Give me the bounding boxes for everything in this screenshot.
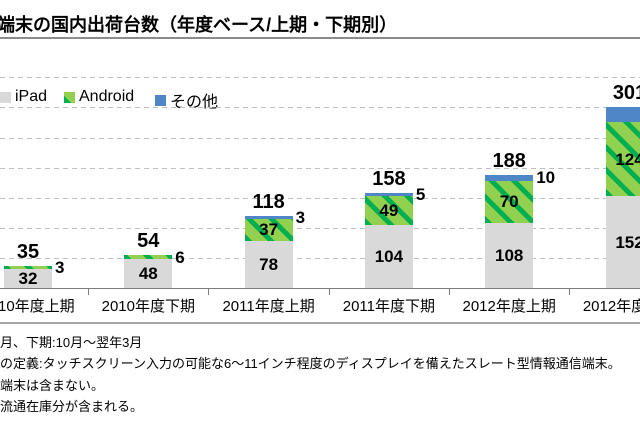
ipad-swatch-icon <box>0 91 11 103</box>
bar-segment-other <box>364 192 413 196</box>
x-axis-tick <box>328 289 330 295</box>
chart-bottom-divider <box>0 322 640 324</box>
gridline <box>0 77 640 79</box>
bar-segment-android <box>4 266 52 269</box>
bar-segment-android <box>605 121 640 197</box>
bar-segment-android-label: 49 <box>379 201 399 221</box>
legend-item-android: Android <box>64 88 134 106</box>
bar-segment-ipad <box>605 196 640 288</box>
x-axis-label: 2010年度下期 <box>101 298 195 315</box>
x-axis-tick <box>569 289 571 295</box>
bar-segment-ipad <box>244 241 293 288</box>
footnote-line: 月、下期:10月～翌年3月 <box>0 335 143 350</box>
total-label: 118 <box>252 191 285 214</box>
bar-segment-ipad <box>4 268 52 288</box>
x-axis-label: 2011年度下期 <box>342 298 436 315</box>
side-value-label: 3 <box>295 208 306 228</box>
bar-segment-other <box>485 174 534 181</box>
footnote-line: 端末は含まない。 <box>0 378 105 393</box>
total-label: 158 <box>372 167 406 190</box>
gridline <box>0 227 640 229</box>
total-label: 35 <box>16 241 40 264</box>
legend-item-other: その他 <box>155 88 218 112</box>
x-axis-line <box>0 288 640 289</box>
gridline <box>0 137 640 139</box>
x-axis-label: 2012年度下期 <box>582 298 640 315</box>
bar-segment-ipad <box>364 225 413 288</box>
bar-segment-other <box>244 216 293 219</box>
x-axis-tick <box>208 289 210 295</box>
footnote-line: の定義:タッチスクリーン入力の可能な6～11インチ程度のディスプレイを備えたスレ… <box>0 356 621 371</box>
total-label: 301 <box>612 81 640 104</box>
legend-item-ipad: iPad <box>0 88 47 106</box>
side-value-label: 10 <box>536 168 556 188</box>
x-axis-tick <box>449 289 451 295</box>
bar-segment-android-label: 37 <box>259 220 279 240</box>
x-axis-label: 2010年度上期 <box>0 298 75 315</box>
bar-segment-ipad-label: 48 <box>138 264 158 284</box>
gridline <box>0 197 640 199</box>
legend-label: その他 <box>170 94 219 111</box>
bar-segment-ipad-label: 108 <box>495 245 524 265</box>
x-axis-label: 2012年度上期 <box>462 298 556 315</box>
bar-segment-android <box>485 180 534 223</box>
side-value-label: 6 <box>175 247 185 267</box>
side-value-label: 5 <box>415 184 426 204</box>
android-swatch-icon <box>64 91 75 103</box>
total-label: 188 <box>492 149 526 172</box>
bar-segment-android <box>364 195 413 226</box>
gridline <box>0 167 640 169</box>
bar-segment-android-label: 70 <box>499 192 519 212</box>
bar-segment-other <box>605 106 640 122</box>
bar-segment-android <box>244 218 293 242</box>
bar-segment-ipad <box>485 222 534 288</box>
x-axis-tick <box>88 289 90 295</box>
legend-label: Android <box>79 88 135 105</box>
bar-segment-ipad-label: 104 <box>374 247 404 267</box>
x-axis-label: 2011年度上期 <box>222 298 315 315</box>
bar-segment-android <box>124 255 173 260</box>
total-label: 54 <box>137 230 160 253</box>
bar-segment-ipad-label: 32 <box>18 268 38 288</box>
side-value-label: 3 <box>55 257 65 277</box>
bar-segment-android-label: 124 <box>615 149 640 169</box>
gridline <box>0 107 640 109</box>
bar-segment-ipad <box>124 259 173 288</box>
title-divider <box>0 37 640 39</box>
legend-label: iPad <box>15 88 48 105</box>
footnote-line: 流通在庫分が含まれる。 <box>0 399 144 414</box>
gridline <box>0 257 640 259</box>
bar-segment-ipad-label: 78 <box>259 255 279 275</box>
other-swatch-icon <box>155 94 166 106</box>
bar-segment-ipad-label: 152 <box>615 232 640 252</box>
page-title: 端末の国内出荷台数（年度ベース/上期・下期別） <box>0 15 398 35</box>
